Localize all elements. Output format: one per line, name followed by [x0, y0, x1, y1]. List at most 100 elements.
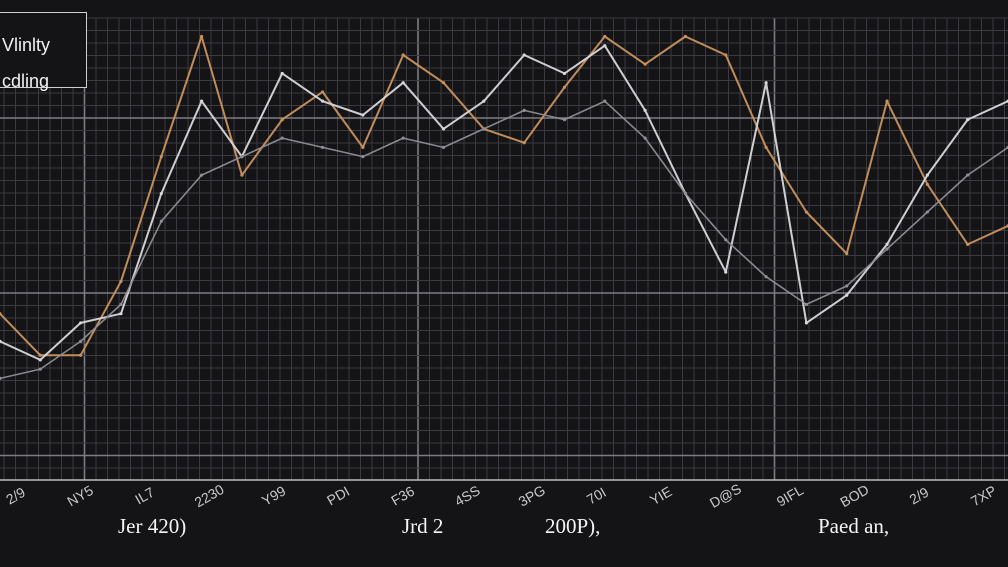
legend-entry-2: cdling	[2, 71, 50, 91]
legend-entry-1: Vlinlty	[2, 35, 51, 55]
data-point-white	[320, 99, 325, 103]
data-point-gray	[482, 127, 486, 131]
data-point-white	[119, 312, 123, 316]
x-tick-label: YIE	[647, 483, 675, 508]
data-point-white	[885, 242, 889, 246]
x-tick-label: 2/9	[3, 484, 28, 508]
data-point-orange	[79, 353, 83, 357]
data-point-orange	[885, 99, 889, 103]
data-point-gray	[966, 173, 970, 177]
data-point-gray	[361, 155, 365, 159]
x-tick-label: 3PG	[516, 482, 548, 510]
data-point-gray	[885, 247, 889, 251]
x-tick-labels: 2/9 NY5 IL7 2230 Y99 PDI F36 4SS 3PG 70I YIE D@S 9IF…	[3, 480, 999, 511]
data-point-gray	[804, 302, 809, 307]
data-point-gray	[845, 284, 849, 288]
x-tick-label: 70I	[584, 484, 609, 508]
data-point-white	[280, 71, 284, 76]
data-point-gray	[401, 136, 405, 140]
data-point-orange	[159, 155, 163, 159]
data-point-orange	[0, 312, 2, 316]
data-point-gray	[79, 339, 83, 343]
x-tick-label: D@S	[707, 480, 744, 511]
legend: Vlinlty cdling	[0, 12, 87, 91]
series-line-gray	[0, 100, 1008, 380]
data-point-white	[441, 127, 446, 131]
series-line-white	[0, 44, 1008, 361]
data-point-white	[643, 108, 647, 112]
data-point-gray	[683, 191, 688, 196]
data-point-orange	[724, 53, 728, 57]
data-point-white	[401, 81, 405, 85]
data-point-orange	[643, 62, 647, 66]
data-point-white	[0, 339, 2, 343]
bottom-label-1: Jer 420)	[118, 514, 187, 538]
x-tick-label: 2/9	[907, 484, 932, 508]
data-point-gray	[522, 108, 526, 112]
data-point-orange	[119, 279, 123, 283]
data-point-orange	[764, 145, 768, 149]
data-point-gray	[562, 118, 567, 122]
data-point-orange	[361, 145, 365, 149]
data-point-orange	[441, 81, 446, 85]
x-tick-label: 9IFL	[774, 482, 806, 510]
data-point-orange	[603, 34, 607, 39]
data-point-orange	[200, 34, 204, 39]
data-point-orange	[925, 182, 929, 186]
x-tick-label: 4SS	[452, 482, 483, 509]
data-point-orange	[38, 353, 42, 357]
data-point-gray	[119, 302, 123, 307]
data-point-gray	[320, 145, 325, 149]
x-tick-label: IL7	[132, 484, 157, 508]
x-tick-label: BOD	[837, 481, 871, 510]
x-tick-label: F36	[388, 483, 417, 509]
bottom-label-2: Jrd 2	[402, 514, 444, 538]
data-point-gray	[764, 275, 768, 279]
data-point-orange	[280, 118, 284, 122]
x-tick-label: PDI	[324, 483, 352, 509]
data-point-white	[724, 270, 728, 274]
data-point-white	[603, 44, 607, 48]
data-point-white	[200, 99, 204, 103]
data-point-white	[361, 113, 365, 117]
x-tick-label: 2230	[192, 481, 227, 511]
data-point-gray	[159, 219, 163, 223]
x-tick-label: NY5	[64, 482, 96, 510]
data-point-gray	[280, 136, 284, 140]
data-point-white	[38, 358, 42, 362]
data-point-orange	[522, 141, 526, 145]
series-group	[0, 34, 1008, 380]
bottom-label-4: Paed an,	[818, 514, 890, 538]
data-point-gray	[643, 136, 647, 140]
data-point-gray	[724, 238, 728, 242]
data-point-white	[482, 99, 486, 103]
bottom-label-3: 200P),	[545, 514, 601, 538]
data-point-orange	[966, 242, 970, 246]
x-tick-label: 7XP	[968, 482, 999, 509]
data-point-orange	[562, 85, 567, 89]
data-point-white	[562, 71, 567, 76]
data-point-gray	[200, 173, 204, 177]
data-point-orange	[804, 210, 809, 214]
x-tick-label: Y99	[259, 482, 289, 508]
data-point-white	[845, 293, 849, 297]
data-point-gray	[925, 210, 929, 214]
data-point-white	[79, 321, 83, 325]
data-point-white	[925, 173, 929, 177]
data-point-white	[804, 321, 809, 325]
data-point-orange	[683, 34, 688, 39]
data-point-orange	[401, 53, 405, 57]
data-point-gray	[240, 155, 244, 159]
grid-lines	[0, 17, 1008, 481]
data-point-orange	[240, 173, 244, 177]
data-point-gray	[603, 99, 607, 103]
data-point-white	[159, 191, 163, 196]
data-point-gray	[38, 367, 42, 371]
data-point-gray	[441, 145, 446, 149]
data-point-white	[764, 81, 768, 85]
data-point-white	[522, 53, 526, 57]
data-point-gray	[0, 376, 2, 380]
data-point-white	[966, 118, 970, 122]
